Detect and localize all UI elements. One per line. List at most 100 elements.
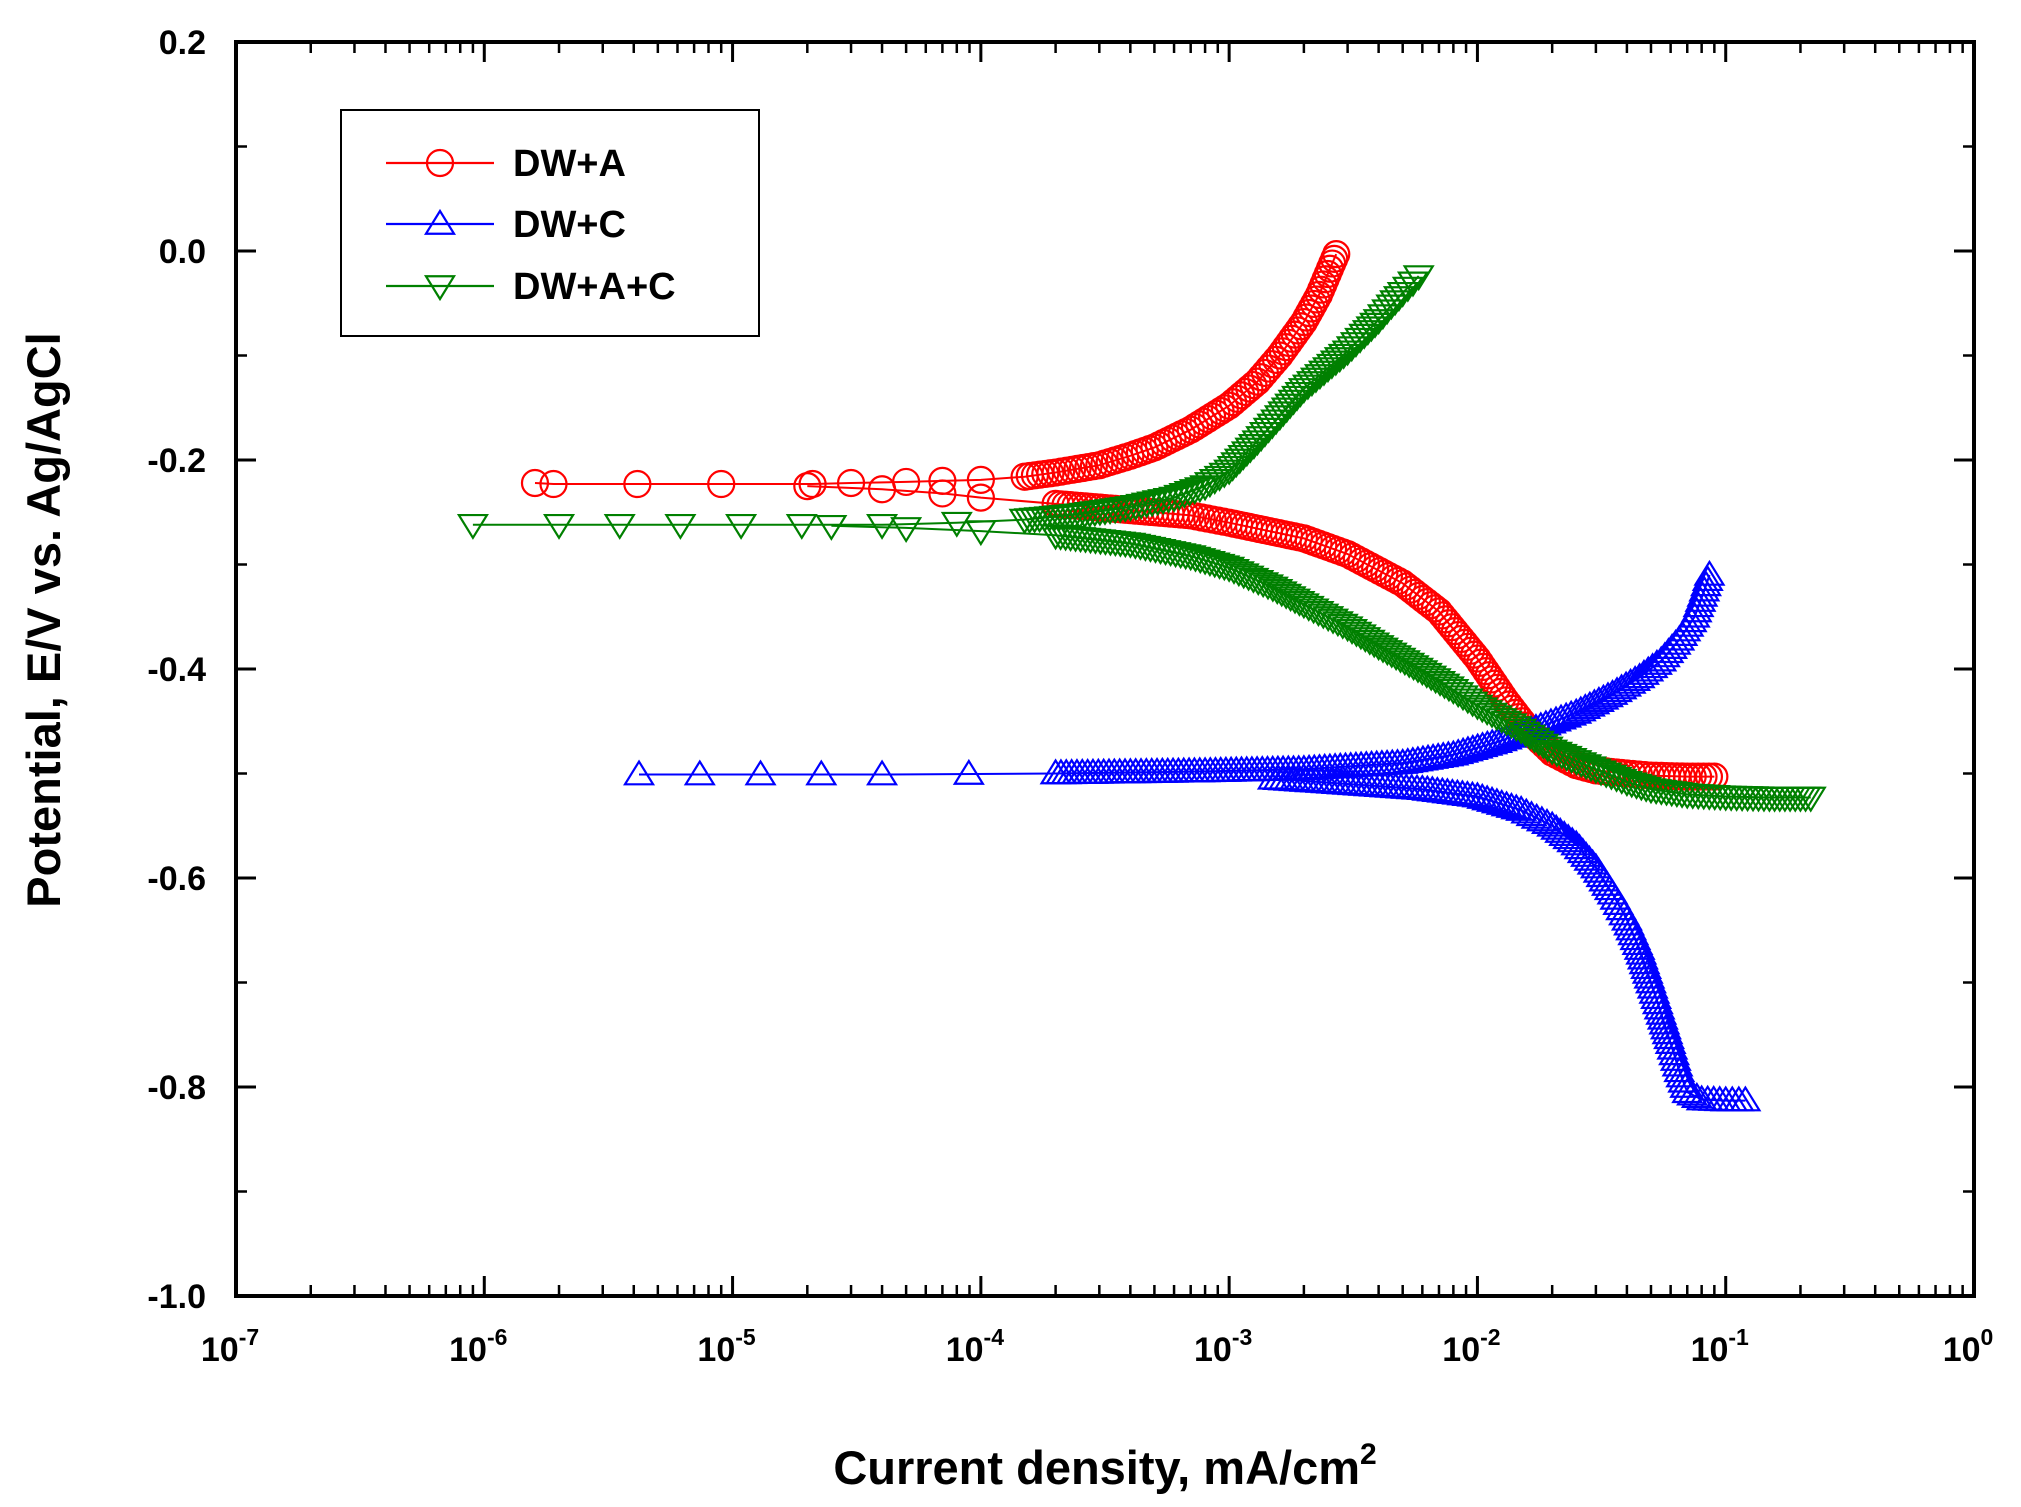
data-point — [1173, 481, 1206, 507]
legend-label: DW+C — [513, 204, 626, 246]
data-point — [1323, 347, 1356, 374]
data-point — [1539, 705, 1573, 732]
data-point — [1295, 371, 1328, 398]
data-point — [1299, 367, 1332, 394]
data-point — [1656, 1033, 1689, 1060]
data-point — [1163, 484, 1196, 511]
data-point — [1627, 658, 1660, 685]
data-point — [866, 759, 899, 786]
y-tick-label: 0.0 — [159, 233, 206, 271]
data-point — [1152, 487, 1185, 514]
data-point — [1585, 760, 1618, 787]
legend-item-dw-c: DW+C — [386, 204, 626, 246]
data-point — [1442, 682, 1475, 709]
data-point — [1375, 642, 1408, 669]
data-point — [1676, 1079, 1709, 1106]
data-point — [1461, 732, 1494, 759]
legend-marker — [425, 148, 455, 178]
data-point — [520, 468, 550, 498]
data-point — [1590, 762, 1623, 789]
data-point — [456, 513, 489, 540]
data-point — [1540, 813, 1573, 840]
legend-marker — [423, 275, 457, 302]
data-point — [1600, 766, 1633, 793]
legend: DW+A DW+C DW+A+C — [340, 109, 760, 337]
data-point — [1303, 364, 1336, 391]
legend-label: DW+A — [513, 143, 626, 185]
data-point — [1475, 785, 1509, 812]
data-point — [1560, 697, 1593, 724]
x-tick-label: 10-1 — [1691, 1324, 1749, 1369]
data-point — [707, 469, 736, 499]
data-point — [1366, 637, 1400, 664]
data-point — [683, 759, 716, 786]
data-point — [1693, 559, 1726, 586]
y-tick-label: -0.2 — [147, 442, 206, 480]
data-point — [1315, 353, 1348, 380]
data-point — [1416, 591, 1446, 620]
data-point — [744, 759, 777, 786]
data-point — [1691, 565, 1724, 592]
data-point — [1291, 374, 1324, 401]
data-point — [1480, 787, 1513, 814]
data-point — [1659, 1044, 1692, 1071]
series-line-anodic — [472, 275, 1420, 526]
x-tick-label: 10-4 — [946, 1324, 1004, 1369]
data-point — [1619, 665, 1652, 691]
data-point — [1384, 647, 1417, 674]
data-point — [1623, 662, 1656, 689]
series-dw-a-c — [456, 265, 1827, 813]
data-point — [1371, 640, 1404, 667]
data-point — [543, 513, 576, 540]
data-point — [1147, 489, 1180, 516]
data-point — [1536, 810, 1569, 837]
data-point — [966, 483, 995, 512]
data-point — [539, 469, 568, 499]
data-point — [1615, 772, 1648, 799]
series-layer — [456, 240, 1827, 1112]
series-dw-c — [623, 559, 1762, 1112]
data-point — [1348, 323, 1381, 350]
data-point — [1556, 826, 1589, 853]
data-point — [1208, 462, 1241, 489]
data-point — [1286, 312, 1315, 341]
data-point — [1485, 788, 1518, 815]
data-point — [1471, 784, 1504, 811]
data-point — [1358, 632, 1391, 659]
data-point — [1396, 271, 1429, 298]
data-point — [664, 513, 697, 540]
data-point — [1658, 1039, 1691, 1066]
x-tick-label: 10-3 — [1194, 1324, 1252, 1369]
x-axis-title: Current density, mA/cm2 — [833, 1438, 1376, 1494]
data-point — [1391, 276, 1424, 303]
data-point — [1355, 316, 1388, 343]
data-point — [1130, 492, 1163, 519]
data-point — [1671, 1077, 1704, 1104]
data-point — [1351, 320, 1384, 347]
data-point — [1327, 343, 1360, 370]
data-point — [1729, 1085, 1762, 1112]
legend-item-dw-a-c: DW+A+C — [386, 266, 676, 308]
data-point — [1174, 545, 1207, 572]
data-point — [1386, 281, 1419, 308]
data-point — [1476, 728, 1509, 755]
data-point — [623, 469, 652, 499]
data-point — [1552, 823, 1585, 850]
data-point — [1466, 731, 1499, 758]
data-point — [1158, 486, 1191, 513]
data-point — [1595, 764, 1628, 791]
data-point — [1654, 1028, 1687, 1054]
data-point — [1437, 679, 1470, 705]
x-tick-label: 10-7 — [201, 1324, 259, 1369]
data-point — [1307, 360, 1340, 387]
data-point — [1311, 357, 1344, 384]
data-point — [1189, 549, 1222, 576]
data-point — [1125, 493, 1158, 520]
data-point — [1661, 1050, 1694, 1077]
data-point — [1362, 635, 1395, 662]
data-point — [1564, 695, 1597, 722]
data-point — [1168, 482, 1201, 509]
data-point — [1794, 786, 1827, 813]
